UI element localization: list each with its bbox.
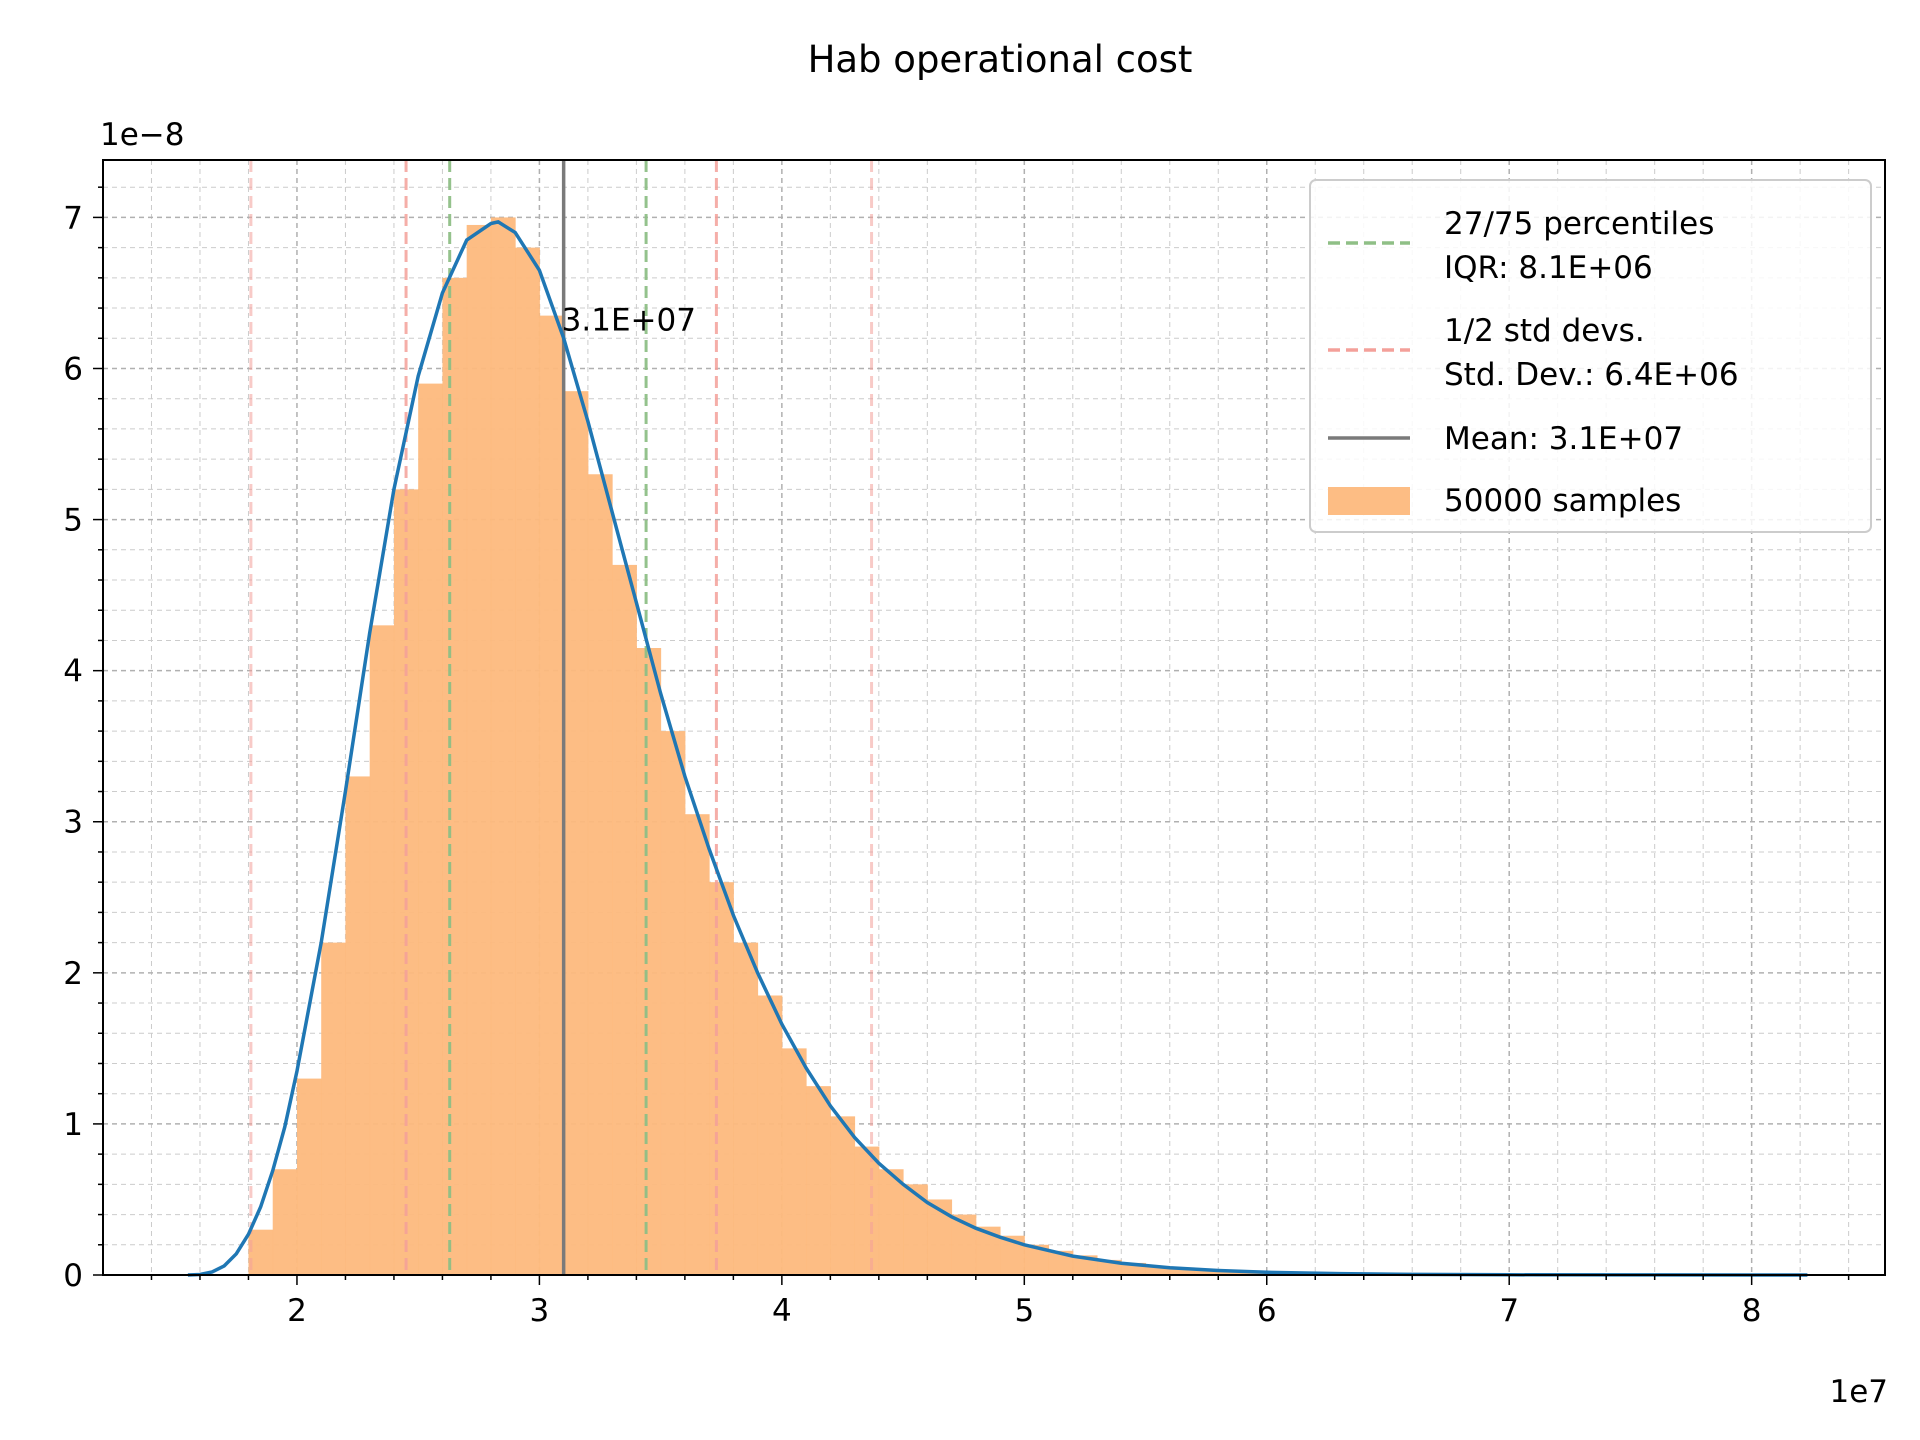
histogram-bar [757, 995, 783, 1275]
y-tick-label: 4 [63, 654, 83, 690]
histogram-bar [781, 1048, 807, 1275]
histogram-bar [1145, 1265, 1171, 1275]
y-tick-label: 6 [63, 351, 83, 387]
histogram-bar [248, 1229, 274, 1275]
histogram-bar [927, 1199, 953, 1275]
legend: 27/75 percentiles IQR: 8.1E+06 1/2 std dev… [1309, 179, 1872, 533]
x-tick-label: 2 [287, 1293, 307, 1329]
histogram-bar [709, 882, 734, 1275]
mean-annotation: 3.1E+07 [562, 303, 696, 339]
histogram-bar [296, 1078, 322, 1275]
chart-title: Hab operational cost [808, 38, 1193, 81]
histogram-bar [369, 625, 395, 1275]
legend-box [1309, 179, 1872, 533]
histogram-bar [830, 1116, 856, 1275]
y-tick-label: 1 [63, 1107, 83, 1143]
histogram-bar [515, 247, 540, 1276]
x-tick-label: 3 [530, 1293, 550, 1329]
x-tick-label: 4 [772, 1293, 792, 1329]
pdf-curve [187, 220, 1808, 1277]
histogram-bar [466, 224, 492, 1276]
histogram-bar [733, 942, 759, 1275]
histogram-bar [612, 564, 637, 1275]
histogram-bar [442, 277, 468, 1275]
histogram-bar [1169, 1267, 1195, 1275]
histogram-bar [1218, 1270, 1244, 1275]
histogram-bar [878, 1169, 904, 1275]
y-tick-label: 0 [63, 1258, 83, 1294]
legend-entry-label: IQR: 8.1E+06 [1444, 250, 1653, 286]
y-tick-label: 7 [63, 200, 83, 236]
legend-entry-label: Mean: 3.1E+07 [1444, 421, 1683, 457]
y-offset-label: 1e−8 [100, 117, 185, 153]
x-tick-label: 5 [1014, 1293, 1034, 1329]
y-tick-label: 2 [63, 956, 83, 992]
histogram-bar [587, 474, 613, 1275]
y-tick-label: 3 [63, 805, 83, 841]
axes-frame [102, 159, 1886, 1276]
legend-entry-label: Std. Dev.: 6.4E+06 [1444, 357, 1739, 393]
y-tick-label: 5 [63, 503, 83, 539]
legend-entry-label: 50000 samples [1444, 483, 1681, 519]
histogram-bar [684, 814, 710, 1275]
histogram-bar [418, 383, 443, 1275]
histogram-bar [563, 391, 589, 1275]
x-tick-label: 6 [1257, 1293, 1277, 1329]
legend-entry-label: 27/75 percentiles [1444, 206, 1714, 242]
x-offset-label: 1e7 [1829, 1374, 1888, 1410]
histogram-bar [854, 1146, 880, 1275]
legend-entry-label: 1/2 std devs. [1444, 313, 1645, 349]
histogram-bar [539, 315, 565, 1275]
histogram-bar [1194, 1268, 1219, 1275]
histogram-bar [660, 731, 686, 1275]
x-tick-label: 7 [1499, 1293, 1519, 1329]
histogram-bar [272, 1169, 298, 1275]
histogram-bar [345, 776, 371, 1275]
histogram-bar [490, 217, 516, 1276]
histogram-bar [636, 648, 662, 1275]
legend-swatch-samples [1328, 487, 1410, 515]
plot-area: 3.1E+07 2 3 4 5 6 7 8 0 1 2 3 4 5 6 7 [63, 159, 1886, 1329]
histogram-bar [806, 1086, 831, 1275]
histogram-bar [321, 942, 346, 1275]
x-tick-label: 8 [1742, 1293, 1762, 1329]
